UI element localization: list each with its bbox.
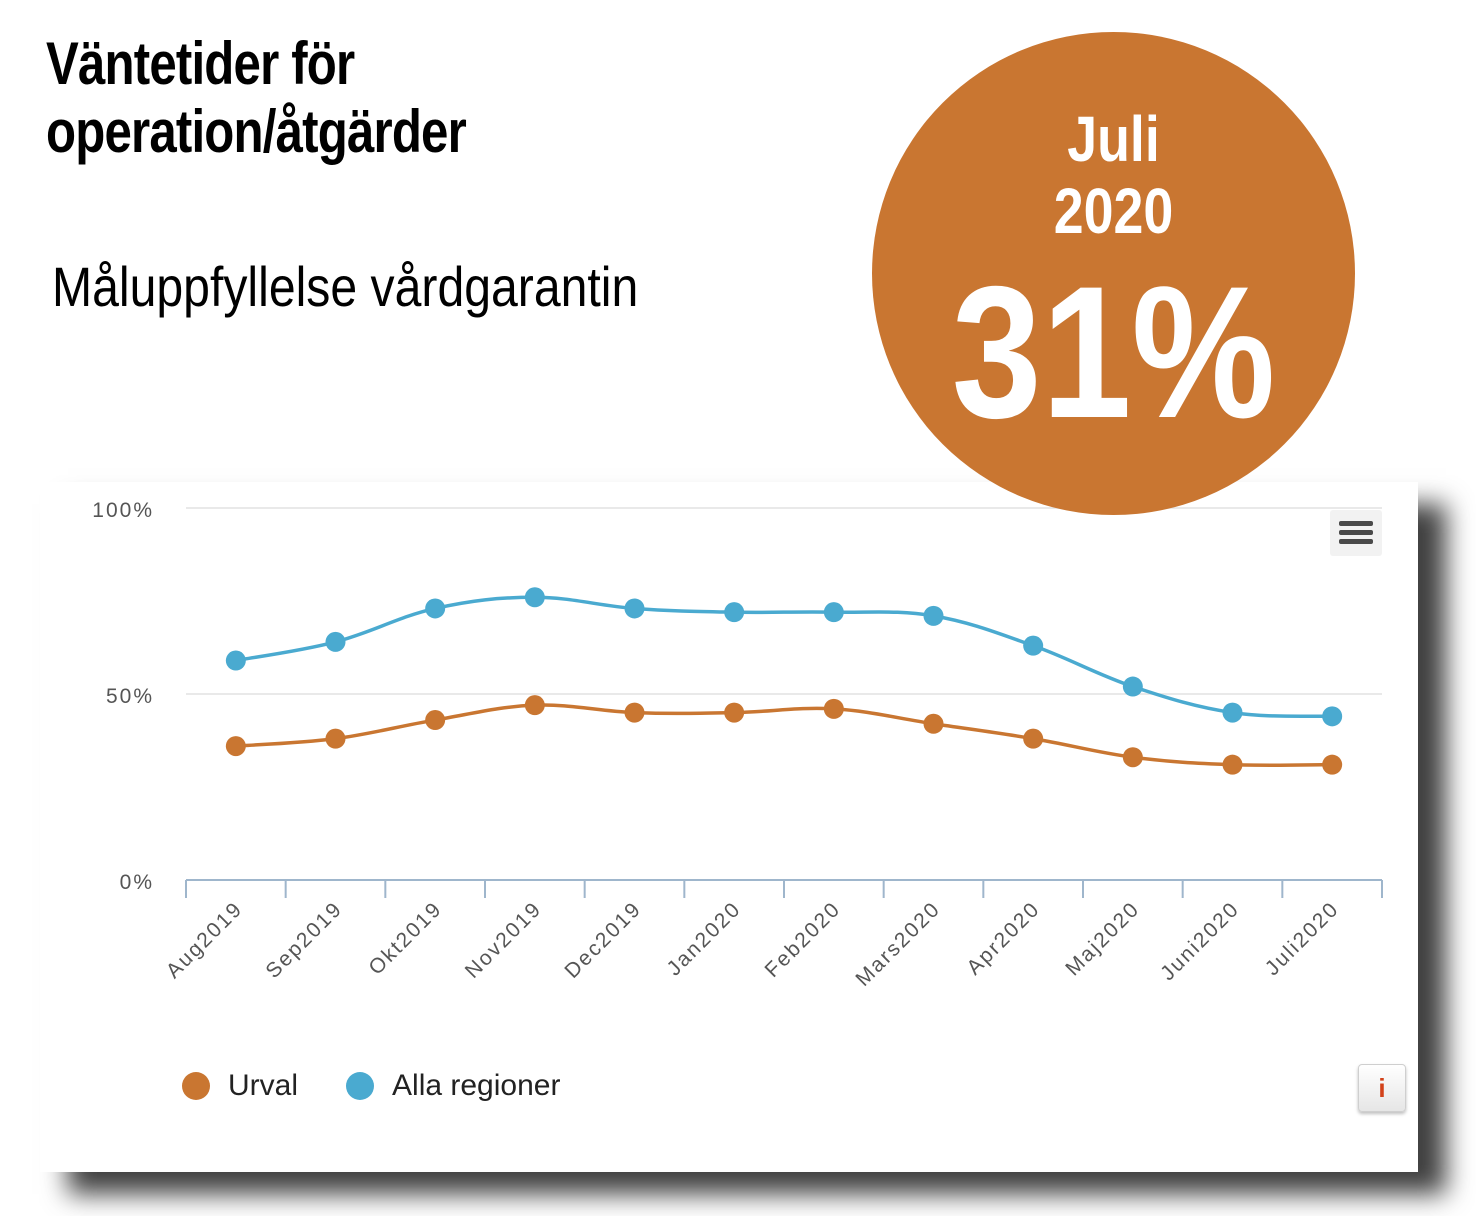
data-point-1-6[interactable] <box>823 602 844 623</box>
x-tick-label: Apr2020 <box>962 897 1044 979</box>
chart-card <box>40 482 1418 1172</box>
data-point-1-5[interactable] <box>724 602 745 623</box>
legend-item-urval[interactable]: Urval <box>182 1069 298 1103</box>
data-point-1-0[interactable] <box>225 650 246 671</box>
x-tick-label: Nov2019 <box>461 897 547 983</box>
axis-layer: 0% 50% 100% Aug2019 Sep2019 Okt2019 Nov2019 Dec… <box>92 499 1383 991</box>
data-point-1-1[interactable] <box>325 631 346 652</box>
data-point-1-9[interactable] <box>1122 676 1143 697</box>
data-point-0-9[interactable] <box>1122 747 1143 768</box>
series-line-0 <box>235 703 1333 768</box>
x-tick-label: Okt2019 <box>364 897 446 979</box>
legend-label: Alla regioner <box>392 1069 561 1102</box>
badge: Juli 2020 31% <box>872 32 1355 515</box>
legend-dot-icon <box>346 1072 375 1100</box>
data-point-0-6[interactable] <box>823 698 844 719</box>
data-point-1-7[interactable] <box>923 605 944 626</box>
x-tick-label: Dec2019 <box>560 897 646 983</box>
x-tick-label: Maj2020 <box>1061 897 1144 980</box>
data-point-1-10[interactable] <box>1222 702 1243 723</box>
menu-icon-bar <box>1339 530 1373 535</box>
grid-layer <box>186 507 1382 695</box>
y-tick-label: 0% <box>120 871 154 894</box>
x-tick-label: Juni2020 <box>1156 897 1244 985</box>
badge-year: 2020 <box>1053 175 1174 247</box>
title-line-2: operation/åtgärder <box>46 98 467 165</box>
chart-legend: Urval Alla regioner <box>182 1064 608 1108</box>
data-point-0-1[interactable] <box>325 728 346 749</box>
data-point-0-7[interactable] <box>923 713 944 734</box>
x-tick-label: Juli2020 <box>1261 897 1344 980</box>
x-tick-label: Mars2020 <box>851 897 945 991</box>
data-point-0-4[interactable] <box>624 702 645 723</box>
x-tick-label: Aug2019 <box>162 897 248 983</box>
x-tick-label: Jan2020 <box>663 897 746 980</box>
y-tick-label: 50% <box>106 685 154 708</box>
x-tick-label: Feb2020 <box>761 897 846 982</box>
legend-item-alla-regioner[interactable]: Alla regioner <box>346 1069 560 1103</box>
badge-month: Juli <box>1067 103 1160 175</box>
y-tick-label: 100% <box>92 499 154 522</box>
page-subtitle: Måluppfyllelse vårdgarantin <box>52 255 639 318</box>
data-point-0-0[interactable] <box>225 736 246 757</box>
menu-icon-bar <box>1339 539 1373 544</box>
data-point-1-4[interactable] <box>624 598 645 619</box>
menu-icon-bar <box>1339 521 1373 526</box>
chart-menu-button[interactable] <box>1330 510 1382 556</box>
data-point-0-3[interactable] <box>524 695 545 716</box>
x-tick-label: Sep2019 <box>261 897 347 983</box>
badge-value: 31% <box>951 247 1276 457</box>
info-button[interactable]: i <box>1358 1064 1406 1112</box>
legend-dot-icon <box>182 1072 210 1100</box>
legend-label: Urval <box>228 1069 299 1102</box>
data-point-0-8[interactable] <box>1023 728 1044 749</box>
title-line-1: Väntetider för <box>46 30 355 97</box>
page-title: Väntetider för operation/åtgärder <box>46 30 467 166</box>
data-point-1-8[interactable] <box>1023 635 1044 656</box>
data-point-1-11[interactable] <box>1322 706 1343 727</box>
series-layer <box>225 587 1343 775</box>
data-point-1-3[interactable] <box>524 587 545 608</box>
series-line-1 <box>235 595 1333 719</box>
data-point-1-2[interactable] <box>425 598 446 619</box>
data-point-0-5[interactable] <box>724 702 745 723</box>
data-point-0-2[interactable] <box>425 710 446 731</box>
data-point-0-10[interactable] <box>1222 754 1243 775</box>
data-point-0-11[interactable] <box>1322 754 1343 775</box>
